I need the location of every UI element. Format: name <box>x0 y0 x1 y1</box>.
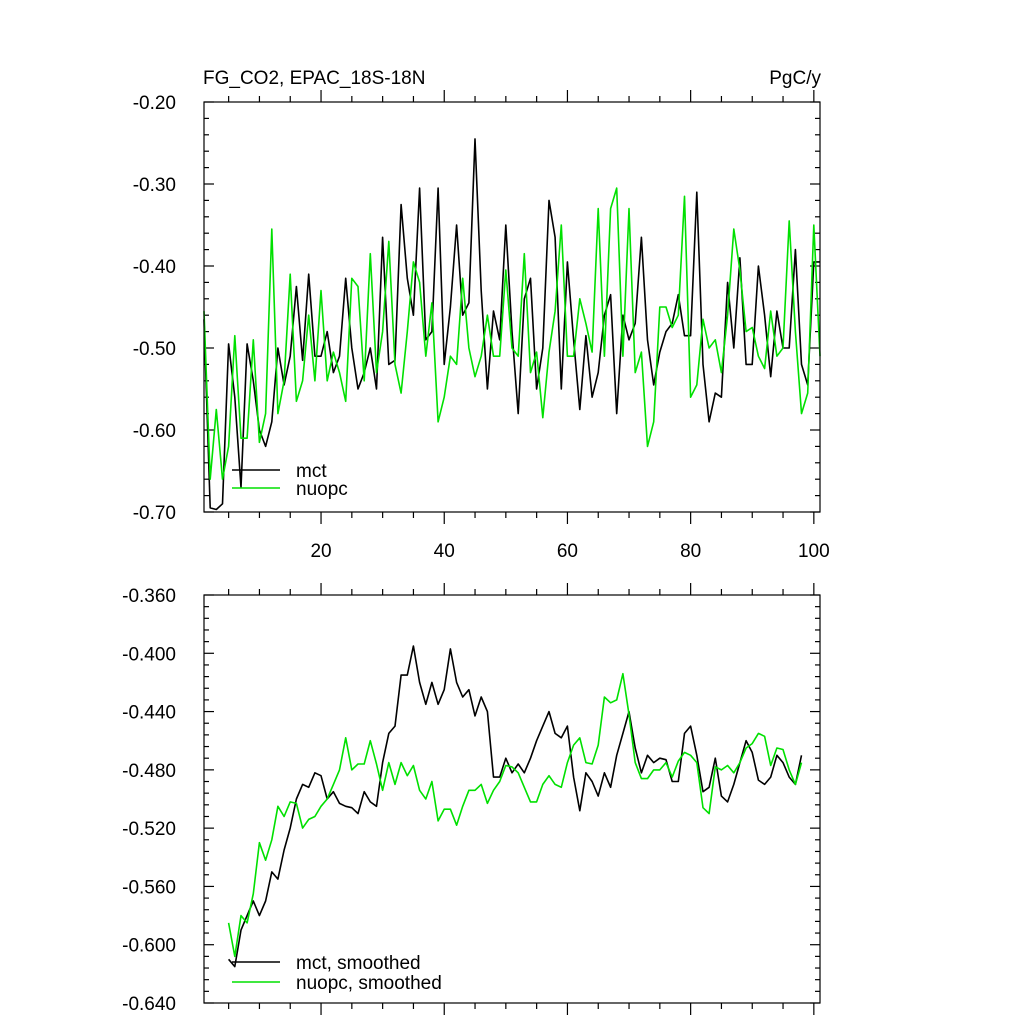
bottom-legend: mct, smoothed nuopc, smoothed <box>232 953 442 994</box>
top-xtick-label: 80 <box>680 541 701 562</box>
bottom-series-group <box>227 645 803 968</box>
bottom-ytick-label: -0.400 <box>122 644 176 665</box>
top-ytick-label: -0.40 <box>133 257 176 278</box>
legend-label-mct: mct <box>296 461 327 482</box>
top-xtick-label: 40 <box>434 541 455 562</box>
bottom-ytick-label: -0.480 <box>122 761 176 782</box>
top-panel: FG_CO2, EPAC_18S-18N PgC/y -0.70-0.60-0.… <box>133 68 830 562</box>
bottom-series-mct-smoothed <box>227 645 803 968</box>
top-ytick-label: -0.20 <box>133 93 176 114</box>
legend-label-nuopc: nuopc <box>296 479 348 500</box>
top-series-mct <box>203 138 820 511</box>
top-series-nuopc <box>203 187 821 481</box>
bottom-ytick-label: -0.440 <box>122 703 176 724</box>
bottom-ytick-label: -0.600 <box>122 936 176 957</box>
top-legend: mct nuopc <box>232 461 348 500</box>
units-label: PgC/y <box>769 68 821 89</box>
bottom-ytick-label: -0.560 <box>122 877 176 898</box>
top-series-group <box>203 138 821 511</box>
legend-label-nuopc-smoothed: nuopc, smoothed <box>296 973 442 994</box>
legend-label-mct-smoothed: mct, smoothed <box>296 953 421 974</box>
top-xtick-label: 20 <box>310 541 331 562</box>
chart-title: FG_CO2, EPAC_18S-18N <box>203 68 425 89</box>
bottom-series-nuopc-smoothed <box>227 672 803 958</box>
top-xtick-label: 60 <box>557 541 578 562</box>
top-ytick-label: -0.30 <box>133 175 176 196</box>
bottom-panel: -0.640 -0.600 -0.560 -0.520 -0.480 -0.440 -0.4… <box>122 583 821 1015</box>
top-axes: -0.70 -0.60 -0.50 -0.40 -0.30 -0.20 20 40 60 80 10… <box>133 90 830 562</box>
bottom-ytick-label: -0.360 <box>122 586 176 607</box>
top-xtick-label: 100 <box>798 541 830 562</box>
top-ytick-label: -0.70 <box>133 503 176 524</box>
top-ytick-label: -0.50 <box>133 339 176 360</box>
top-plot-frame <box>203 101 821 513</box>
bottom-ytick-label: -0.640 <box>122 994 176 1015</box>
bottom-axes: -0.640 -0.600 -0.560 -0.520 -0.480 -0.440 -0.4… <box>122 583 820 1015</box>
top-ytick-label: -0.60 <box>133 421 176 442</box>
bottom-ytick-label: -0.520 <box>122 819 176 840</box>
bottom-plot-frame <box>203 594 821 1004</box>
